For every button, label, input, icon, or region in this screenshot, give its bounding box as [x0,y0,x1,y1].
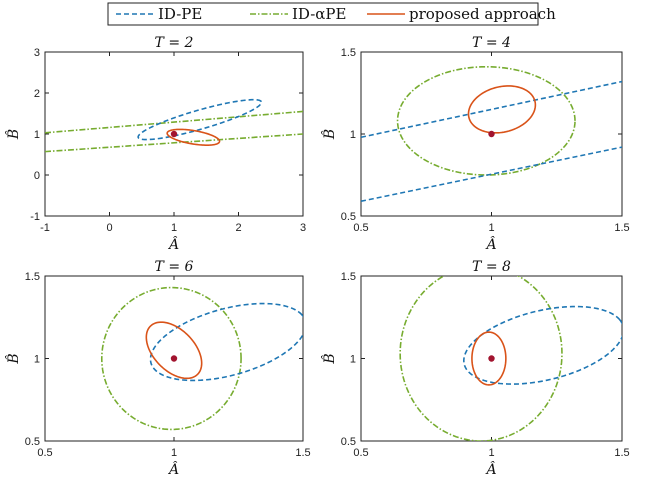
y-tick-label: 1 [350,129,356,141]
y-tick-label: 0.5 [25,436,40,448]
x-axis-label: Â [484,460,496,478]
x-tick-label: 1 [488,447,494,459]
plot-area [399,276,622,441]
y-axis-label: B̂ [4,353,22,364]
x-tick-label: 1 [488,222,494,234]
x-axis-label: Â [484,235,496,253]
x-tick-label: 1 [171,447,177,459]
x-axis-label: Â [167,235,179,253]
x-tick-label: 2 [235,222,241,234]
y-tick-label: 1.5 [341,271,356,283]
x-tick-label: 1.5 [614,222,629,234]
panel-t2: -1 0 1 2 3 -1 0 1 2 3 T = 2 Â B̂ [4,35,306,253]
plot-area [100,286,303,431]
x-tick-label: 3 [300,222,306,234]
series-proposed-ellipse [467,85,537,134]
panel-t4: 0.5 1 1.5 0.5 1 1.5 T = 4 Â B̂ [320,35,629,253]
x-tick-label: 0.5 [37,447,52,459]
legend-label-proposed: proposed approach [409,5,556,23]
y-tick-label: 2 [34,88,40,100]
panel-title: T = 4 [472,35,511,51]
y-tick-label: 1 [350,354,356,366]
x-tick-label: -1 [40,222,50,234]
series-id-alpha-pe-line [45,110,303,134]
legend-label-id-pe: ID-PE [158,5,202,23]
series-proposed-ellipse [145,321,203,380]
x-tick-label: 1.5 [295,447,310,459]
x-tick-label: 0.5 [353,447,368,459]
panel-t6: 0.5 1 1.5 0.5 1 1.5 T = 6 Â B̂ [4,259,310,478]
series-proposed-ellipse [471,331,507,386]
series-id-pe-ellipse [137,98,263,141]
x-tick-label: 1.5 [614,447,629,459]
plot-area [45,98,303,153]
y-tick-label: 0.5 [341,436,356,448]
y-tick-label: 3 [34,47,40,59]
panel-title: T = 2 [155,35,194,51]
x-axis-label: Â [167,460,179,478]
y-tick-label: 1 [34,129,40,141]
panel-title: T = 8 [472,259,511,275]
series-id-alpha-pe-ellipse [399,276,563,441]
series-id-pe-ellipse [149,302,303,382]
y-axis-label: B̂ [4,129,22,140]
true-parameter-marker [170,355,178,362]
true-parameter-marker [488,130,495,138]
y-axis-label: B̂ [320,129,338,140]
series-id-alpha-pe-ellipse [100,286,242,431]
y-tick-label: 1 [34,354,40,366]
panel-t8: 0.5 1 1.5 0.5 1 1.5 T = 8 Â B̂ [320,259,629,478]
y-tick-label: -1 [30,211,40,223]
series-id-alpha-pe-ellipse [396,65,576,176]
series-id-pe-line [361,146,622,203]
true-parameter-marker [170,130,178,138]
y-tick-label: 0 [34,170,40,182]
series-id-pe-line [361,80,622,139]
y-axis-label: B̂ [320,353,338,364]
series-id-alpha-pe-line [45,133,303,153]
legend-label-id-alpha-pe: ID-αPE [292,5,346,23]
x-tick-label: 1 [171,222,177,234]
y-tick-label: 1.5 [25,271,40,283]
legend: ID-PE ID-αPE proposed approach [107,2,556,26]
y-tick-label: 0.5 [341,211,356,223]
x-tick-label: 0.5 [353,222,368,234]
panel-title: T = 6 [155,259,194,275]
x-tick-label: 0 [106,222,112,234]
legend-box [107,2,539,26]
plot-area [361,65,622,203]
series-proposed-ellipse [166,128,221,146]
true-parameter-marker [488,355,495,362]
y-tick-label: 1.5 [341,47,356,59]
